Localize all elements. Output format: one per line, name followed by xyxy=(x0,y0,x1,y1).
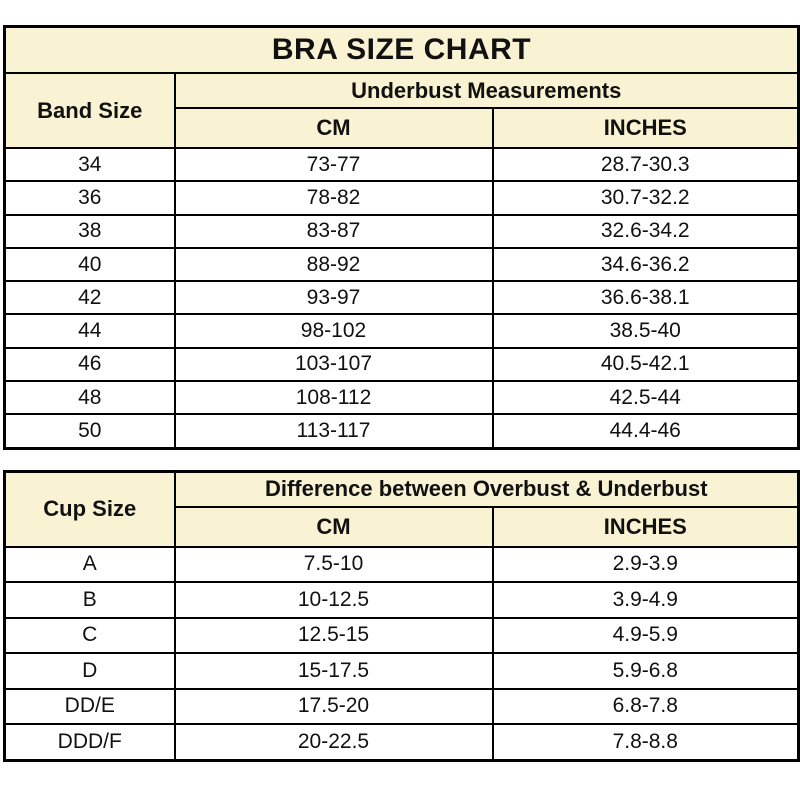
inches-range: 5.9-6.8 xyxy=(491,652,800,690)
band-size-value: 34 xyxy=(3,146,176,183)
inches-range: 7.8-8.8 xyxy=(491,723,800,762)
cup-size-value: D xyxy=(3,652,176,690)
inches-range: 36.6-38.1 xyxy=(491,280,800,316)
band-size-value: 38 xyxy=(3,213,176,249)
cm-range: 98-102 xyxy=(173,313,494,349)
table-row: 44 98-102 38.5-40 xyxy=(3,313,800,349)
inches-range: 30.7-32.2 xyxy=(491,180,800,216)
table-row: C 12.5-15 4.9-5.9 xyxy=(3,616,800,655)
inches-range: 4.9-5.9 xyxy=(491,616,800,655)
band-size-value: 42 xyxy=(3,280,176,316)
table-row: 40 88-92 34.6-36.2 xyxy=(3,246,800,283)
table-row: 48 108-112 42.5-44 xyxy=(3,380,800,416)
table-row: BRA SIZE CHART xyxy=(3,25,800,74)
inches-range: 6.8-7.8 xyxy=(491,687,800,726)
cup-size-value: DDD/F xyxy=(3,723,176,762)
cm-range: 108-112 xyxy=(173,380,494,416)
band-size-table: BRA SIZE CHART Band Size Underbust Measu… xyxy=(3,25,800,450)
cup-size-value: A xyxy=(3,545,176,584)
table-row: 46 103-107 40.5-42.1 xyxy=(3,346,800,383)
table-row: 42 93-97 36.6-38.1 xyxy=(3,280,800,316)
cup-size-value: B xyxy=(3,581,176,619)
cm-range: 93-97 xyxy=(173,280,494,316)
cup-size-value: DD/E xyxy=(3,687,176,726)
table-row: 38 83-87 32.6-34.2 xyxy=(3,213,800,249)
cm-range: 17.5-20 xyxy=(173,687,494,726)
inches-column-header: INCHES xyxy=(491,505,800,548)
cm-range: 103-107 xyxy=(173,346,494,383)
table-row: CM INCHES xyxy=(5,505,800,548)
inches-range: 42.5-44 xyxy=(491,380,800,416)
cm-range: 73-77 xyxy=(173,146,494,183)
cm-range: 113-117 xyxy=(173,413,494,450)
cup-size-column-header: Cup Size xyxy=(3,470,176,548)
inches-range: 2.9-3.9 xyxy=(491,545,800,584)
table-row: Cup Size Difference between Overbust & U… xyxy=(3,470,800,548)
cm-column-header: CM xyxy=(173,107,494,149)
cm-range: 10-12.5 xyxy=(173,581,494,619)
inches-range: 44.4-46 xyxy=(491,413,800,450)
table-row: 34 73-77 28.7-30.3 xyxy=(3,146,800,183)
inches-range: 32.6-34.2 xyxy=(491,213,800,249)
band-size-value: 46 xyxy=(3,346,176,383)
table-row: CM INCHES xyxy=(5,107,800,149)
cm-range: 78-82 xyxy=(173,180,494,216)
cm-range: 7.5-10 xyxy=(173,545,494,584)
table-row: B 10-12.5 3.9-4.9 xyxy=(3,581,800,619)
band-size-value: 50 xyxy=(3,413,176,450)
cup-size-value: C xyxy=(3,616,176,655)
cm-column-header: CM xyxy=(173,505,494,548)
table-row: Band Size Underbust Measurements xyxy=(3,72,800,149)
band-size-column-header: Band Size xyxy=(3,72,176,149)
cup-size-table: Cup Size Difference between Overbust & U… xyxy=(3,469,800,762)
inches-range: 40.5-42.1 xyxy=(491,346,800,383)
difference-group-header: Difference between Overbust & Underbust xyxy=(173,470,800,508)
band-size-value: 44 xyxy=(3,313,176,349)
cm-range: 88-92 xyxy=(173,246,494,283)
band-size-value: 48 xyxy=(3,380,176,416)
inches-range: 3.9-4.9 xyxy=(491,581,800,619)
table-row: 50 113-117 44.4-46 xyxy=(3,413,800,450)
table-row: DDD/F 20-22.5 7.8-8.8 xyxy=(3,723,800,762)
cm-range: 20-22.5 xyxy=(173,723,494,762)
table-row: D 15-17.5 5.9-6.8 xyxy=(3,652,800,690)
cm-range: 83-87 xyxy=(173,213,494,249)
underbust-group-header: Underbust Measurements xyxy=(173,72,800,109)
band-size-value: 40 xyxy=(3,246,176,283)
inches-range: 38.5-40 xyxy=(491,313,800,349)
table-row: DD/E 17.5-20 6.8-7.8 xyxy=(3,687,800,726)
inches-range: 28.7-30.3 xyxy=(491,146,800,183)
page-title: BRA SIZE CHART xyxy=(3,25,800,74)
band-size-value: 36 xyxy=(3,180,176,216)
cm-range: 12.5-15 xyxy=(173,616,494,655)
table-row: A 7.5-10 2.9-3.9 xyxy=(3,545,800,584)
inches-column-header: INCHES xyxy=(491,107,800,149)
table-separator xyxy=(3,450,797,470)
inches-range: 34.6-36.2 xyxy=(491,246,800,283)
table-row: 36 78-82 30.7-32.2 xyxy=(3,180,800,216)
cm-range: 15-17.5 xyxy=(173,652,494,690)
